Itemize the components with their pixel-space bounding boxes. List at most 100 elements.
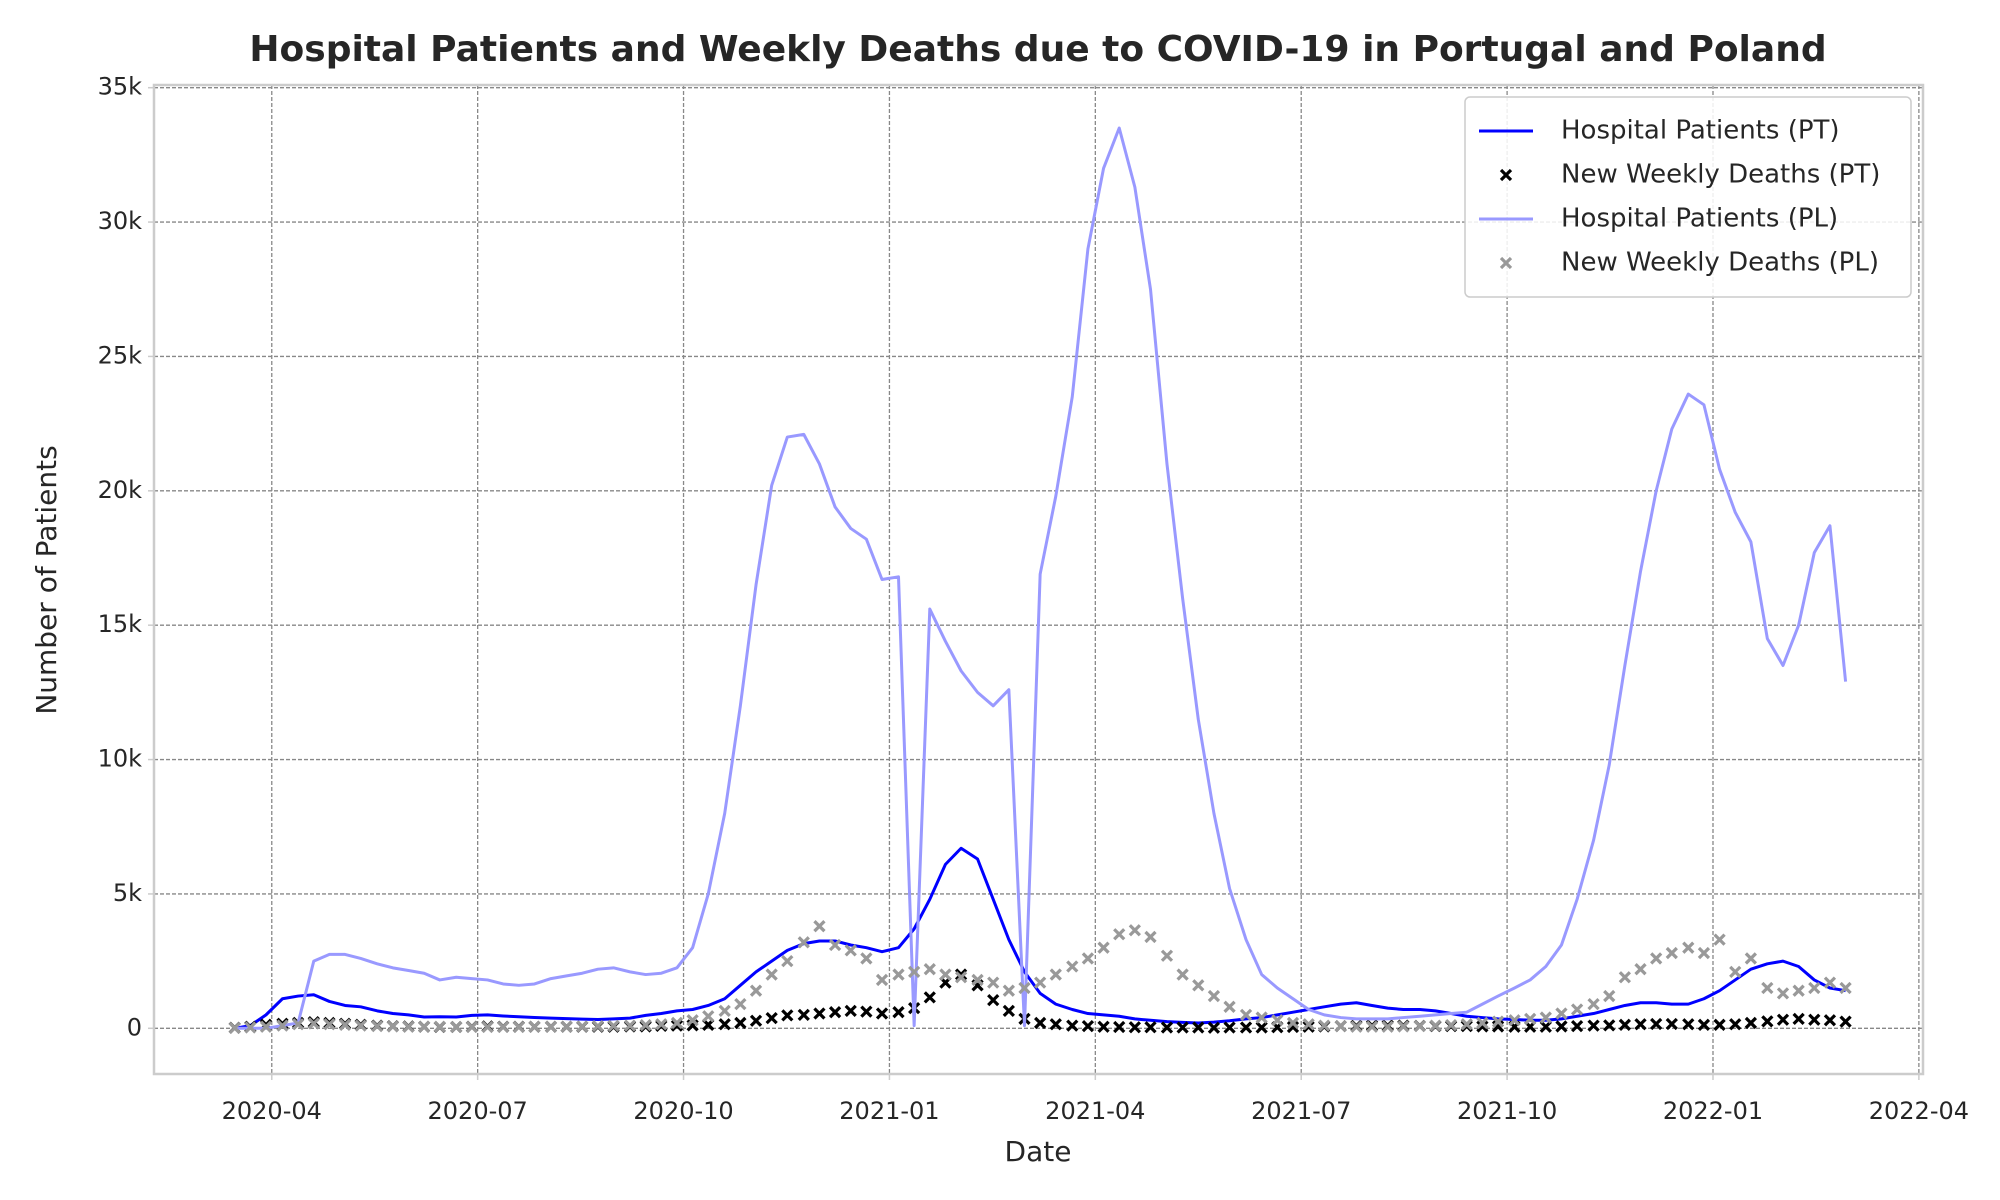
scatter-point xyxy=(844,1004,857,1017)
scatter-point xyxy=(1460,1018,1473,1031)
scatter-point xyxy=(892,1006,905,1019)
scatter-point xyxy=(1239,1021,1253,1034)
scatter-point xyxy=(1113,1020,1126,1034)
x-tick-label: 2022-01 xyxy=(1663,1097,1763,1125)
scatter-point xyxy=(371,1020,384,1033)
scatter-point xyxy=(1192,979,1205,992)
scatter-point xyxy=(813,1007,826,1020)
scatter-point xyxy=(1603,1019,1616,1032)
series-line xyxy=(234,846,1846,1030)
scatter-point xyxy=(528,1020,541,1033)
y-tick-label: 20k xyxy=(98,476,143,504)
scatter-point xyxy=(244,1021,257,1034)
scatter-point xyxy=(655,1018,668,1031)
scatter-point xyxy=(765,968,778,981)
legend: Hospital Patients (PT) New Weekly Deaths … xyxy=(1464,96,1912,298)
scatter-point xyxy=(1697,1018,1711,1031)
scatter-point xyxy=(1491,1015,1505,1028)
scatter-point xyxy=(1823,976,1837,989)
scatter-point xyxy=(1286,1020,1300,1034)
scatter-point xyxy=(828,1006,842,1019)
scatter-point xyxy=(1761,1015,1774,1028)
scatter-point xyxy=(987,976,1000,989)
x-tick-label: 2020-07 xyxy=(428,1097,528,1125)
plot-marks xyxy=(228,126,1852,1035)
scatter-point xyxy=(228,1021,241,1035)
scatter-point xyxy=(1792,1012,1805,1026)
y-tick-label: 5k xyxy=(113,879,142,907)
scatter-point xyxy=(1207,989,1221,1003)
scatter-point xyxy=(386,1020,399,1033)
scatter-point xyxy=(1665,946,1678,960)
scatter-point xyxy=(797,936,810,949)
scatter-point xyxy=(497,1020,510,1034)
scatter-point xyxy=(402,1020,415,1033)
scatter-point xyxy=(1034,1016,1047,1030)
scatter-point xyxy=(1665,1017,1678,1031)
scatter-point xyxy=(1207,1021,1221,1034)
scatter-point xyxy=(1713,1018,1726,1031)
x-tick-label: 2020-04 xyxy=(222,1097,322,1125)
scatter-point xyxy=(354,1019,367,1032)
scatter-point xyxy=(797,1008,810,1022)
x-tick-label: 2021-10 xyxy=(1457,1097,1557,1125)
x-tick-label: 2022-04 xyxy=(1869,1097,1969,1125)
scatter-point xyxy=(971,973,984,987)
x-axis-title: Date xyxy=(1005,1135,1072,1168)
scatter-point xyxy=(1555,1007,1568,1020)
scatter-point xyxy=(623,1019,637,1032)
y-tick-label: 25k xyxy=(98,341,143,369)
scatter-point xyxy=(1682,941,1695,954)
legend-marker xyxy=(1499,256,1513,270)
scatter-point xyxy=(702,1010,715,1023)
scatter-point xyxy=(1539,1020,1552,1033)
scatter-point xyxy=(1713,933,1726,946)
scatter-point xyxy=(1618,971,1632,984)
scatter-point xyxy=(875,1007,889,1020)
scatter-point xyxy=(1081,952,1095,965)
scatter-point xyxy=(1144,930,1157,944)
scatter-point xyxy=(1176,968,1189,981)
scatter-point xyxy=(765,1011,778,1025)
y-tick-label: 35k xyxy=(98,73,143,101)
scatter-point xyxy=(1634,1018,1647,1031)
scatter-point xyxy=(481,1020,494,1034)
scatter-point xyxy=(749,984,763,997)
scatter-point xyxy=(1839,1015,1852,1028)
scatter-point xyxy=(1365,1020,1379,1033)
scatter-point xyxy=(433,1020,446,1033)
x-tick-label: 2021-01 xyxy=(839,1097,939,1125)
scatter-point xyxy=(1128,1021,1141,1034)
x-tick-label: 2020-10 xyxy=(633,1097,733,1125)
legend-label: New Weekly Deaths (PT) xyxy=(1561,160,1880,190)
scatter-point xyxy=(1524,1012,1537,1026)
scatter-point xyxy=(1508,1014,1521,1027)
scatter-point xyxy=(734,1016,747,1030)
scatter-point xyxy=(323,1018,336,1031)
scatter-point xyxy=(1808,981,1821,995)
scatter-point xyxy=(1255,1011,1268,1024)
chart-title: Hospital Patients and Weekly Deaths due … xyxy=(249,29,1826,70)
scatter-point xyxy=(1176,1021,1189,1034)
legend-label: Hospital Patients (PL) xyxy=(1561,204,1838,234)
scatter-point xyxy=(1002,1004,1015,1017)
scatter-point xyxy=(276,1019,289,1032)
scatter-point xyxy=(1302,1018,1315,1031)
scatter-point xyxy=(1744,952,1758,965)
legend-label: New Weekly Deaths (PL) xyxy=(1561,248,1879,278)
y-tick-label: 15k xyxy=(98,610,143,638)
scatter-point xyxy=(1049,1018,1062,1031)
legend-label: Hospital Patients (PT) xyxy=(1561,116,1840,146)
scatter-point xyxy=(844,944,857,957)
scatter-point xyxy=(1034,976,1047,989)
scatter-point xyxy=(1823,1014,1837,1027)
scatter-point xyxy=(718,1004,731,1017)
scatter-point xyxy=(1744,1016,1758,1030)
scatter-point xyxy=(1128,924,1141,937)
scatter-point xyxy=(718,1018,731,1031)
scatter-point xyxy=(465,1020,479,1034)
scatter-point xyxy=(1223,1000,1236,1013)
scatter-point xyxy=(781,954,794,968)
scatter-point xyxy=(259,1020,273,1033)
